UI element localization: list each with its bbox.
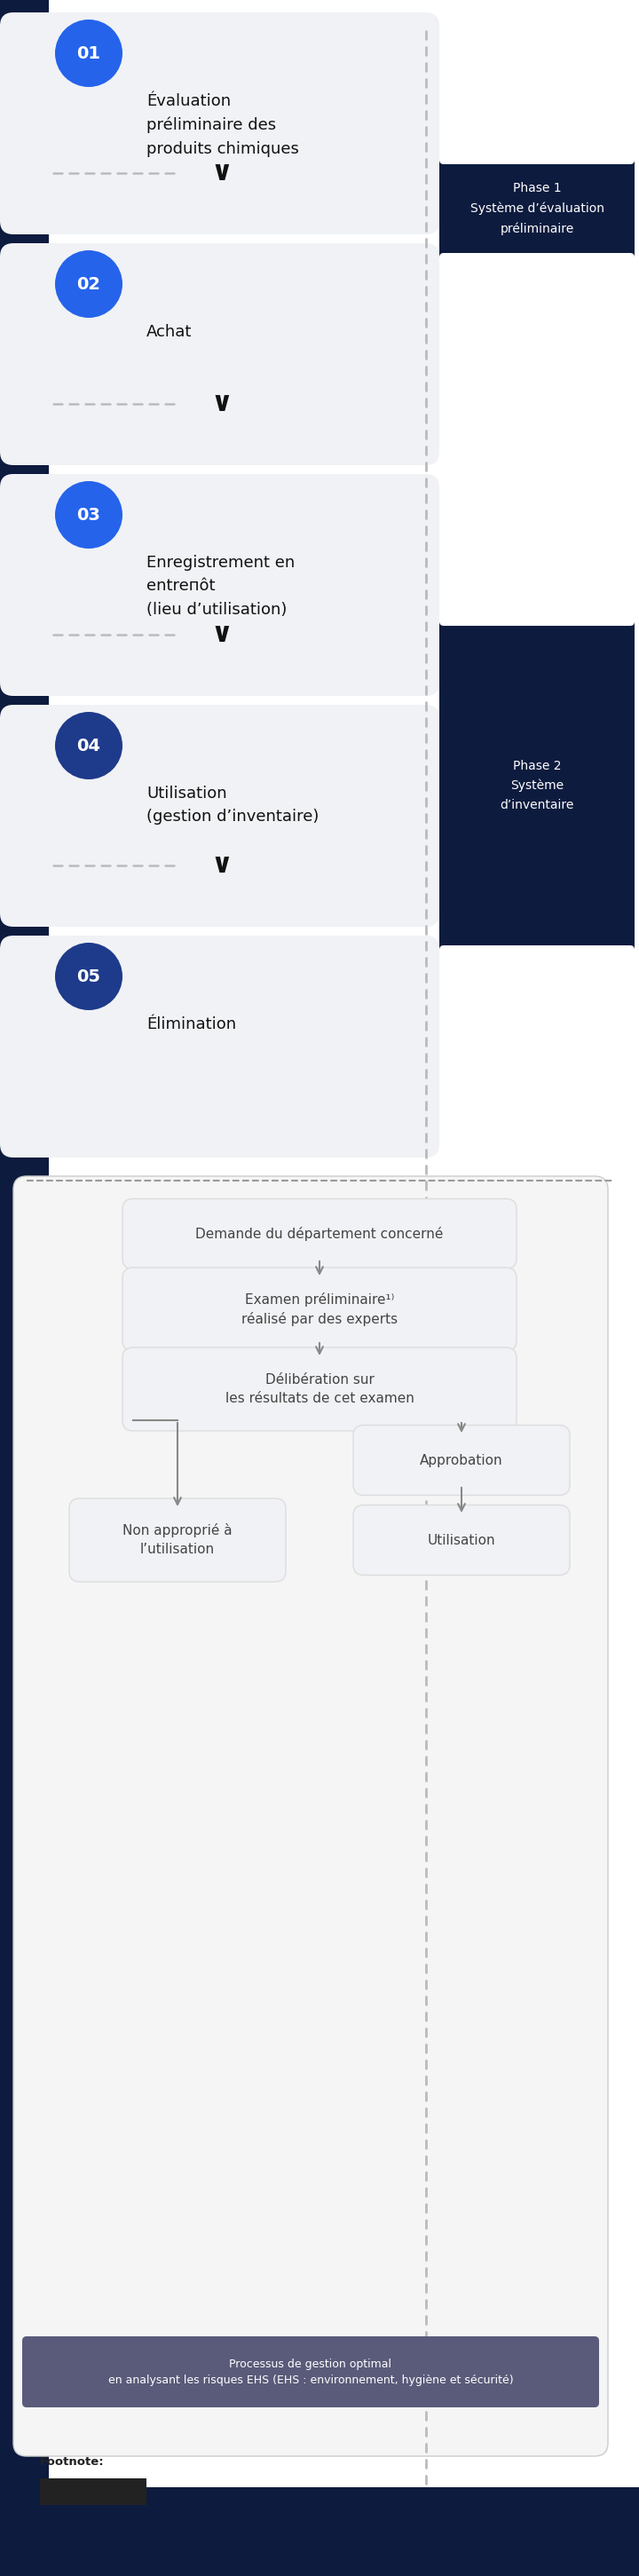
Text: 02: 02: [77, 276, 101, 294]
Text: Utilisation: Utilisation: [427, 1533, 495, 1546]
Text: ∨: ∨: [211, 392, 233, 417]
FancyBboxPatch shape: [0, 935, 440, 1157]
Text: Achat: Achat: [146, 325, 192, 340]
FancyBboxPatch shape: [0, 0, 49, 2576]
Text: Non approprié à
l’utilisation: Non approprié à l’utilisation: [123, 1522, 233, 1556]
FancyBboxPatch shape: [13, 1177, 608, 2455]
FancyBboxPatch shape: [0, 242, 440, 466]
FancyBboxPatch shape: [123, 1267, 516, 1350]
Text: Processus de gestion optimal
en analysant les risques EHS (EHS : environnement, : Processus de gestion optimal en analysan…: [108, 2357, 513, 2385]
Text: ∨: ∨: [211, 160, 233, 185]
Text: Phase 2
Système
d’inventaire: Phase 2 Système d’inventaire: [500, 760, 574, 811]
FancyBboxPatch shape: [0, 2488, 639, 2576]
Text: Délibération sur
les résultats de cet examen: Délibération sur les résultats de cet ex…: [225, 1373, 414, 1404]
Text: Demande du département concerné: Demande du département concerné: [196, 1226, 443, 1242]
FancyBboxPatch shape: [353, 1504, 570, 1574]
FancyBboxPatch shape: [22, 2336, 599, 2409]
FancyBboxPatch shape: [40, 2478, 146, 2504]
FancyBboxPatch shape: [123, 1347, 516, 1430]
FancyBboxPatch shape: [0, 13, 440, 234]
Circle shape: [55, 482, 123, 549]
Text: ∨: ∨: [211, 621, 233, 647]
Text: Examen préliminaire¹⁾
réalisé par des experts: Examen préliminaire¹⁾ réalisé par des ex…: [242, 1293, 397, 1327]
Circle shape: [55, 711, 123, 781]
Text: Évaluation
préliminaire des
produits chimiques: Évaluation préliminaire des produits chi…: [146, 93, 299, 157]
Circle shape: [55, 250, 123, 317]
Text: Approbation: Approbation: [420, 1453, 503, 1466]
FancyBboxPatch shape: [123, 1198, 516, 1270]
FancyBboxPatch shape: [0, 706, 440, 927]
Circle shape: [55, 21, 123, 88]
Text: 05: 05: [77, 969, 101, 984]
FancyBboxPatch shape: [440, 621, 635, 951]
Text: Enregistrement en
entreпôt
(lieu d’utilisation): Enregistrement en entreпôt (lieu d’utili…: [146, 554, 295, 618]
FancyBboxPatch shape: [440, 160, 635, 258]
Text: ∨: ∨: [211, 853, 233, 878]
Text: Élimination: Élimination: [146, 1018, 236, 1033]
Text: Footnote:: Footnote:: [40, 2455, 104, 2468]
Circle shape: [55, 943, 123, 1010]
FancyBboxPatch shape: [353, 1425, 570, 1494]
FancyBboxPatch shape: [0, 474, 440, 696]
Text: 04: 04: [77, 737, 101, 755]
Text: 01: 01: [77, 44, 101, 62]
Text: Utilisation
(gestion d’inventaire): Utilisation (gestion d’inventaire): [146, 786, 319, 824]
Text: 03: 03: [77, 507, 101, 523]
FancyBboxPatch shape: [69, 1499, 286, 1582]
Text: Phase 1
Système d’évaluation
préliminaire: Phase 1 Système d’évaluation préliminair…: [470, 183, 604, 234]
